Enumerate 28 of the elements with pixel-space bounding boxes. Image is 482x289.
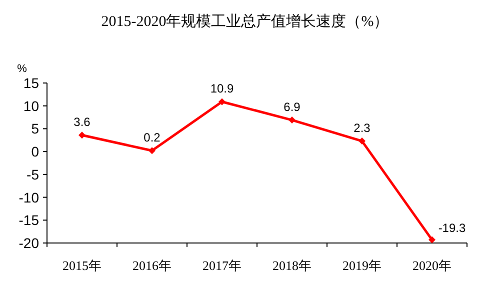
x-tick-label: 2015年 (62, 258, 102, 273)
data-label: 3.6 (74, 115, 91, 130)
y-axis-title: % (17, 63, 28, 75)
data-label: 0.2 (144, 130, 161, 145)
point (428, 236, 436, 244)
y-tick-label: -10 (18, 189, 40, 206)
data-label: 6.9 (284, 100, 301, 114)
point (218, 98, 226, 106)
y-tick-label: -5 (26, 166, 40, 182)
data-label: 2.3 (354, 121, 371, 136)
point (78, 132, 86, 139)
y-tick-label: 5 (31, 120, 40, 137)
y-tick-label: 10 (23, 98, 40, 114)
x-tick-label: 2019年 (342, 258, 382, 273)
x-tick-label: 2018年 (272, 258, 312, 273)
chart-title: 2015-2020年规模工业总产值增长速度（%） (101, 13, 389, 30)
y-tick-label: 0 (31, 144, 40, 160)
data-label: 10.9 (210, 82, 234, 96)
data-label: -19.3 (438, 220, 466, 235)
point (358, 138, 366, 145)
y-tick-label: -20 (18, 235, 40, 251)
y-tick-label: 15 (23, 75, 40, 91)
x-tick-label: 2020年 (412, 258, 452, 273)
point (288, 116, 296, 124)
x-tick-label: 2016年 (132, 258, 172, 273)
y-tick-label: -15 (18, 212, 40, 228)
point (148, 147, 156, 154)
x-tick-label: 2017年 (202, 258, 242, 273)
